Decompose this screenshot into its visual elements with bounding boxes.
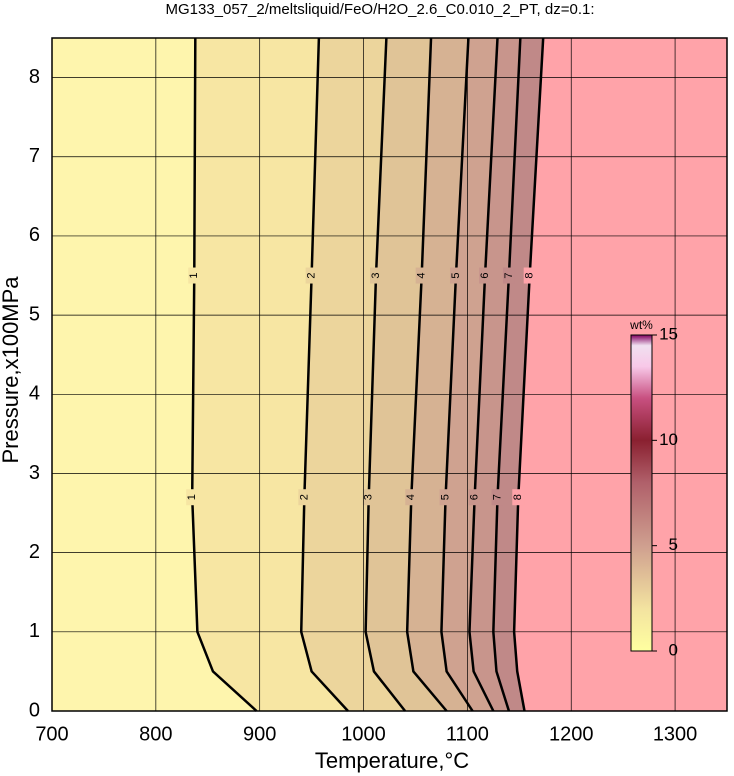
contour-label-bg (415, 267, 428, 284)
contour-label-bg (305, 267, 318, 284)
x-tick-label: 1100 (446, 723, 489, 745)
contour-band (514, 38, 727, 711)
y-tick-label: 0 (29, 699, 40, 721)
contour-label-bg (362, 489, 375, 506)
contour-label-bg (188, 267, 201, 284)
contour-label: 1 (186, 494, 198, 500)
contour-label-bg (298, 489, 311, 506)
colorbar-tick-label: 5 (669, 535, 678, 554)
y-tick-label: 3 (29, 462, 40, 484)
colorbar-tick-label: 10 (659, 430, 678, 449)
contour-label: 3 (370, 272, 382, 278)
contour-label: 5 (450, 272, 462, 278)
contour-label-bg (468, 489, 481, 506)
contour-band (493, 38, 544, 711)
contour-label: 1 (188, 272, 200, 278)
contour-label-bg (512, 489, 525, 506)
y-tick-label: 2 (29, 541, 40, 563)
contour-label: 6 (469, 494, 481, 500)
plot-frame (51, 37, 728, 712)
contour-label: 2 (306, 272, 318, 278)
contour-band (192, 38, 348, 711)
contour-label: 7 (491, 494, 503, 500)
colorbar-tick-label: 15 (659, 324, 678, 343)
contour-label-bg (523, 267, 536, 284)
contour-band (441, 38, 498, 711)
contour-band (301, 38, 406, 711)
x-axis-label: Temperature,°C (315, 748, 469, 773)
contour-label-bg (405, 489, 418, 506)
contour-label: 6 (479, 272, 491, 278)
x-tick-label: 800 (139, 723, 172, 745)
contour-band (407, 38, 473, 711)
y-tick-label: 1 (29, 620, 40, 642)
contour-label-bg (370, 267, 382, 284)
contour-label: 4 (416, 272, 428, 278)
x-tick-label: 1000 (341, 723, 386, 745)
colorbar (630, 334, 653, 652)
chart-title: MG133_057_2/meltsliquid/FeO/H2O_2.6_C0.0… (165, 1, 594, 18)
contour-label-bg (502, 267, 515, 284)
contour-label: 3 (363, 494, 375, 500)
contour-label: 7 (503, 272, 515, 278)
y-tick-label: 8 (29, 66, 40, 88)
contour-band (365, 38, 447, 711)
contour-label-bg (439, 489, 452, 506)
contour-label: 4 (405, 494, 417, 500)
y-tick-label: 6 (29, 224, 40, 246)
y-axis-label: Pressure,x100MPa (0, 276, 23, 464)
contour-label-bg (449, 267, 462, 284)
contour-label-bg (479, 267, 492, 284)
contour-label-bg (186, 489, 199, 506)
contour-band (469, 38, 521, 711)
y-tick-label: 4 (29, 383, 40, 405)
x-tick-label: 1300 (653, 723, 698, 745)
colorbar-label: wt% (629, 318, 653, 332)
contour-label: 8 (524, 272, 536, 278)
x-tick-label: 900 (243, 723, 276, 745)
y-tick-label: 5 (29, 303, 40, 325)
y-tick-label: 7 (29, 145, 40, 167)
x-tick-label: 700 (35, 723, 68, 745)
contour-label: 8 (512, 494, 524, 500)
contour-label: 5 (439, 494, 451, 500)
colorbar-tick-label: 0 (669, 640, 678, 659)
x-tick-label: 1200 (549, 723, 594, 745)
contour-label-bg (491, 489, 504, 506)
contour-label: 2 (298, 494, 310, 500)
